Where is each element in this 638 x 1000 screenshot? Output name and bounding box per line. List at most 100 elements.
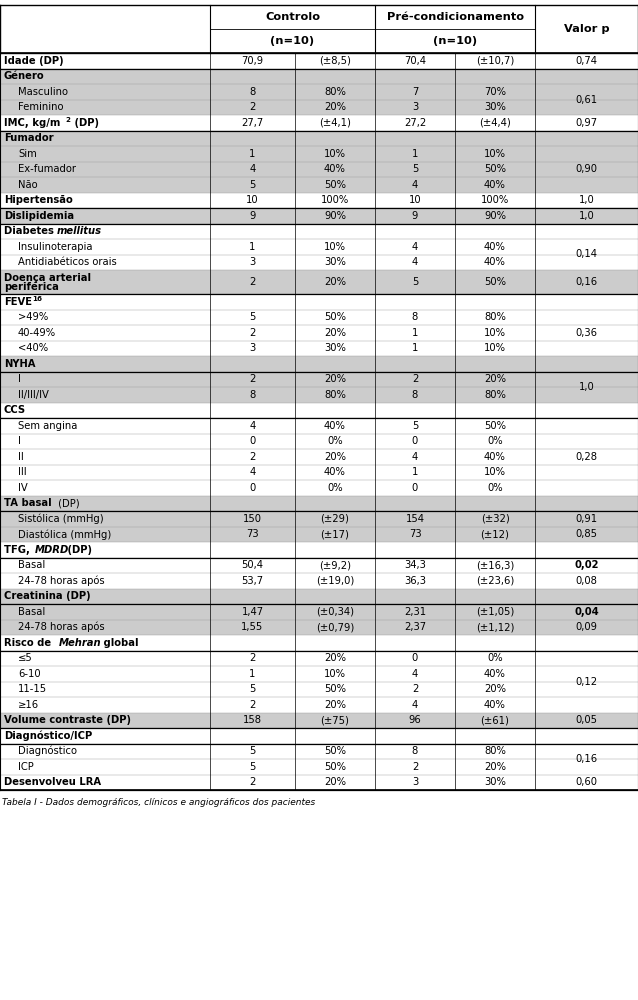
Text: 0: 0: [412, 483, 418, 493]
Text: 20%: 20%: [324, 700, 346, 710]
Text: 0,02: 0,02: [574, 560, 598, 570]
Text: 0%: 0%: [327, 436, 343, 446]
Bar: [0, 650, 638, 666]
Bar: [0, 588, 638, 604]
Text: 36,3: 36,3: [404, 576, 426, 586]
Text: Basal: Basal: [18, 560, 45, 570]
Text: 34,3: 34,3: [404, 560, 426, 570]
Text: 50,4: 50,4: [242, 560, 263, 570]
Text: Idade (DP): Idade (DP): [4, 56, 64, 66]
Text: 40%: 40%: [324, 164, 346, 174]
Bar: [0, 239, 638, 254]
Text: Volume contraste (DP): Volume contraste (DP): [4, 715, 131, 725]
Bar: [0, 402, 638, 418]
Text: Desenvolveu LRA: Desenvolveu LRA: [4, 777, 101, 787]
Text: 73: 73: [246, 529, 259, 539]
Text: 4: 4: [412, 242, 418, 252]
Text: 0%: 0%: [327, 483, 343, 493]
Text: 0: 0: [412, 436, 418, 446]
Text: 3: 3: [249, 257, 256, 267]
Bar: [0, 434, 638, 449]
Text: 5: 5: [412, 421, 418, 431]
Text: 0,04: 0,04: [574, 607, 599, 617]
Bar: [0, 100, 638, 115]
Text: 0,90: 0,90: [575, 164, 598, 174]
Bar: [0, 511, 638, 526]
Text: 0,36: 0,36: [575, 328, 598, 338]
Bar: [0, 728, 638, 744]
Text: 150: 150: [243, 514, 262, 524]
Text: (±23,6): (±23,6): [476, 576, 514, 586]
Text: 0,12: 0,12: [575, 676, 598, 686]
Text: (±4,1): (±4,1): [319, 118, 351, 128]
Text: mellitus: mellitus: [57, 226, 102, 236]
Text: ≥16: ≥16: [18, 700, 39, 710]
Text: 10%: 10%: [324, 669, 346, 679]
Text: 5: 5: [412, 277, 418, 287]
Text: 40%: 40%: [324, 421, 346, 431]
Text: 10: 10: [409, 195, 421, 205]
Text: 0,05: 0,05: [575, 715, 598, 725]
Text: 100%: 100%: [481, 195, 509, 205]
Text: 4: 4: [412, 669, 418, 679]
Text: Hipertensão: Hipertensão: [4, 195, 73, 205]
Bar: [0, 356, 638, 371]
Text: 2: 2: [65, 117, 70, 123]
Text: (n=10): (n=10): [271, 36, 315, 46]
Text: Dislipidemia: Dislipidemia: [4, 211, 74, 221]
Text: 2: 2: [249, 700, 256, 710]
Bar: [0, 371, 638, 387]
Bar: [0, 526, 638, 542]
Text: MDRD: MDRD: [35, 545, 70, 555]
Text: 50%: 50%: [324, 762, 346, 772]
Text: 11-15: 11-15: [18, 684, 47, 694]
Text: 53,7: 53,7: [241, 576, 263, 586]
Text: (±19,0): (±19,0): [316, 576, 354, 586]
Text: 9: 9: [249, 211, 256, 221]
Text: I: I: [18, 436, 21, 446]
Text: (±16,3): (±16,3): [476, 560, 514, 570]
Text: 10: 10: [246, 195, 259, 205]
Bar: [0, 480, 638, 495]
Text: 20%: 20%: [324, 653, 346, 663]
Bar: [0, 130, 638, 146]
Bar: [0, 192, 638, 208]
Text: Sistólica (mmHg): Sistólica (mmHg): [18, 514, 103, 524]
Text: 9: 9: [412, 211, 418, 221]
Text: 100%: 100%: [321, 195, 349, 205]
Text: 50%: 50%: [324, 312, 346, 322]
Text: Antidiabéticos orais: Antidiabéticos orais: [18, 257, 117, 267]
Text: 1: 1: [412, 343, 418, 353]
Text: 2,31: 2,31: [404, 607, 426, 617]
Bar: [0, 224, 638, 239]
Text: Diabetes: Diabetes: [4, 226, 57, 236]
Bar: [0, 418, 638, 434]
Text: 8: 8: [412, 746, 418, 756]
Text: CCS: CCS: [4, 405, 26, 415]
Text: ICP: ICP: [18, 762, 34, 772]
Text: 16: 16: [32, 296, 42, 302]
Text: 0,14: 0,14: [575, 249, 598, 259]
Text: 1: 1: [412, 467, 418, 477]
Text: 20%: 20%: [324, 452, 346, 462]
Bar: [0, 294, 638, 310]
Text: 1: 1: [412, 328, 418, 338]
Text: 1,0: 1,0: [579, 211, 595, 221]
Text: Sim: Sim: [18, 149, 37, 159]
Text: 10%: 10%: [484, 343, 506, 353]
Text: periférica: periférica: [4, 282, 59, 292]
Text: 0: 0: [249, 483, 256, 493]
Bar: [0, 340, 638, 356]
Bar: [0, 270, 638, 294]
Text: Feminino: Feminino: [18, 102, 64, 112]
Text: Sem angina: Sem angina: [18, 421, 77, 431]
Bar: [0, 161, 638, 177]
Text: <40%: <40%: [18, 343, 48, 353]
Text: Diagnóstico: Diagnóstico: [18, 746, 77, 756]
Bar: [0, 464, 638, 480]
Text: 4: 4: [249, 164, 256, 174]
Text: ≤5: ≤5: [18, 653, 33, 663]
Text: (±0,79): (±0,79): [316, 622, 354, 632]
Bar: [0, 325, 638, 340]
Text: 3: 3: [412, 777, 418, 787]
